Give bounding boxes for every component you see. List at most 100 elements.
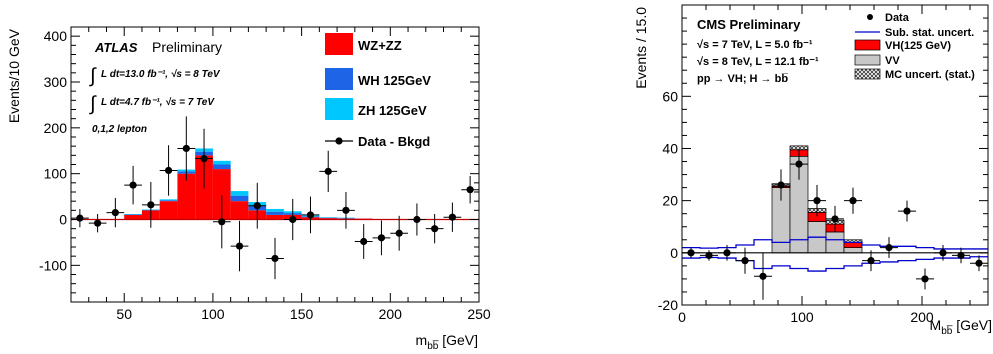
y-tick-label: -100 [39, 257, 67, 273]
data-point-13 [921, 275, 929, 283]
atlas-preliminary-label: Preliminary [152, 39, 222, 55]
bar-wz-zz-6 [177, 173, 196, 220]
bar-wh-125gev-9 [230, 195, 249, 202]
data-point-13 [306, 211, 315, 219]
integral-sign: ∫ [89, 93, 97, 115]
data-point-4 [147, 201, 155, 209]
y-tick-label: 400 [44, 28, 68, 44]
data-point-11 [885, 244, 893, 252]
plot-frame [681, 4, 989, 306]
bar-wz-zz-5 [159, 201, 178, 220]
bar-zh-125gev-5 [159, 199, 178, 201]
x-tick-label: 100 [201, 306, 225, 322]
bar-wh-125gev-11 [266, 211, 284, 215]
integral-sign: ∫ [89, 65, 97, 87]
legend-swatch-wh-125gev [325, 68, 353, 90]
x-tick-label: 50 [116, 306, 132, 322]
legend-data-marker [335, 137, 343, 145]
y-axis-label: Events / 15.0 [633, 7, 649, 89]
bar-wz-zz-8 [212, 169, 231, 220]
data-point-7 [200, 154, 208, 163]
data-point-2 [111, 209, 119, 217]
atlas-label: ATLAS [94, 40, 138, 55]
x-tick-label: 200 [379, 306, 403, 322]
data-point-16 [360, 237, 368, 246]
legend-swatch-vv [854, 54, 881, 66]
uncert-band-lower [682, 256, 988, 272]
x-tick-label: 100 [790, 309, 814, 325]
bar-wh-125gev-5 [159, 200, 178, 202]
atlas-annotation-lumi-8tev: L dt=13.0 fb⁻¹, √s = 8 TeV [101, 69, 221, 80]
data-point-1 [705, 251, 713, 260]
data-point-12 [903, 207, 911, 215]
x-tick-label: 0 [678, 309, 686, 325]
y-tick-label: 60 [662, 88, 678, 104]
legend-label: VV [885, 55, 900, 67]
data-point-16 [975, 259, 983, 267]
chart-atlas: 50 100 150 200 250 -100 0 100 200 300 400 Events/10… [6, 26, 491, 352]
atlas-annotation-lumi-7tev: L dt=4.7 fb⁻¹, √s = 7 TeV [101, 97, 215, 108]
plot-area [71, 116, 479, 280]
bar-vv-8 [825, 231, 845, 254]
data-point-6 [182, 144, 190, 153]
x-tick-label: 250 [467, 306, 491, 322]
legend-label: VH(125 GeV) [885, 40, 951, 52]
bar-vh-125-gev--9 [843, 242, 863, 248]
y-tick-label: 0 [670, 245, 678, 261]
bar-wz-zz-11 [266, 214, 284, 220]
legend-label: WZ+ZZ [358, 38, 402, 53]
bar-wz-zz-9 [230, 201, 249, 220]
atlas-annotation-channels: 0,1,2 lepton [92, 124, 147, 135]
uncert-band-upper [682, 236, 988, 250]
data-point-8 [218, 218, 226, 226]
plot-area [682, 145, 988, 300]
data-point-4 [759, 272, 767, 280]
legend-label: ZH 125GeV [358, 103, 427, 118]
data-point-21 [448, 213, 456, 221]
bar-wz-zz-3 [124, 214, 142, 220]
data-point-3 [741, 257, 749, 265]
bar-wh-125gev-8 [212, 164, 231, 170]
data-point-17 [377, 234, 386, 242]
legend-label: Data - Bkgd [358, 134, 430, 149]
cms-title: CMS Preliminary [697, 17, 801, 32]
data-point-10 [867, 257, 875, 265]
data-point-6 [795, 160, 803, 168]
x-axis-label: mbb̅ [GeV] [416, 332, 478, 352]
y-tick-label: -20 [658, 297, 678, 313]
cms-annotation-7tev: √s = 7 TeV, L = 5.0 fb⁻¹ [697, 39, 813, 51]
y-tick-label: 0 [59, 212, 67, 228]
legend-swatch-mc-uncert [854, 68, 881, 80]
y-tick-label: 100 [44, 166, 68, 182]
x-axis-label: Mbb̅ [GeV] [930, 317, 992, 337]
data-point-14 [939, 249, 947, 257]
legend-label: MC uncert. (stat.) [885, 69, 975, 81]
data-point-1 [94, 219, 102, 227]
data-point-10 [253, 202, 261, 210]
data-point-5 [164, 166, 173, 175]
data-point-9 [235, 242, 244, 250]
y-tick-label: 300 [44, 74, 68, 90]
bar-wz-zz-14 [319, 218, 338, 220]
legend-label: WH 125GeV [358, 73, 431, 88]
bar-vv-9 [843, 247, 863, 254]
data-point-15 [957, 251, 965, 260]
data-point-14 [324, 167, 332, 175]
data-point-19 [413, 215, 421, 224]
data-point-0 [76, 214, 84, 222]
legend-label: Sub. stat. uncert. [885, 27, 974, 39]
y-tick-label: 40 [662, 140, 678, 156]
bar-zh-125gev-8 [212, 160, 231, 165]
y-tick-label: 200 [44, 120, 68, 136]
data-point-22 [466, 186, 474, 194]
cms-annotation-process: pp → VH; H → bb̅ [697, 73, 789, 85]
y-tick-label: 20 [662, 193, 678, 209]
data-point-20 [431, 225, 439, 233]
legend-swatch-vh [854, 39, 881, 51]
legend-swatch-zh-125gev [325, 98, 353, 120]
data-point-7 [813, 197, 821, 205]
bar-zh-125gev-9 [230, 191, 249, 196]
legend-data-marker [867, 14, 873, 20]
data-point-5 [777, 181, 785, 189]
